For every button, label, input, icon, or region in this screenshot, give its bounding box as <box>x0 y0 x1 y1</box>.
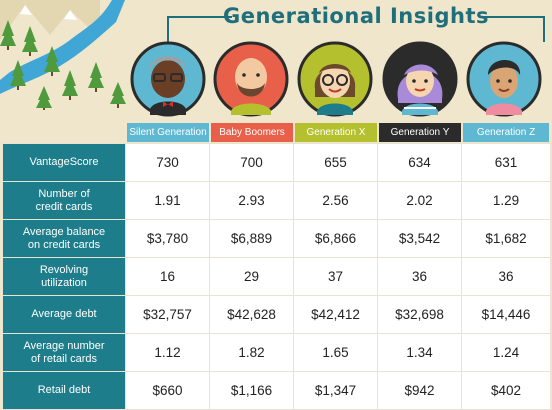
table-row: Average number of retail cards 1.12 1.82 1.6… <box>2 333 551 372</box>
value-cell: $3,542 <box>377 219 462 258</box>
value-cell: $32,757 <box>125 295 210 334</box>
insights-table: VantageScore 730 700 655 634 631 Number of cred… <box>2 143 551 410</box>
value-cell: 2.02 <box>377 181 462 220</box>
value-cell: 36 <box>461 257 551 296</box>
value-cell: $942 <box>377 371 462 410</box>
value-cell: 1.82 <box>209 333 294 372</box>
value-cell: 1.91 <box>125 181 210 220</box>
row-label: Average debt <box>2 295 126 334</box>
table-row: Average balance on credit cards $3,780 $6,8… <box>2 219 551 258</box>
value-cell: 29 <box>209 257 294 296</box>
value-cell: 16 <box>125 257 210 296</box>
value-cell: 1.24 <box>461 333 551 372</box>
generation-z-avatar-icon <box>466 41 542 117</box>
value-cell: $660 <box>125 371 210 410</box>
tab-generation-z: Generation Z <box>463 123 549 142</box>
value-cell: $402 <box>461 371 551 410</box>
table-row: Number of credit cards 1.91 2.93 2.56 2.02 1.2… <box>2 181 551 220</box>
tab-silent-generation: Silent Generation <box>127 123 209 142</box>
value-cell: $14,446 <box>461 295 551 334</box>
value-cell: 634 <box>377 143 462 182</box>
value-cell: 700 <box>209 143 294 182</box>
value-cell: 730 <box>125 143 210 182</box>
river-shape <box>0 0 125 94</box>
table-row: VantageScore 730 700 655 634 631 <box>2 143 551 182</box>
value-cell: 1.65 <box>293 333 378 372</box>
generation-y-avatar-icon <box>382 41 458 117</box>
row-label: Number of credit cards <box>2 181 126 220</box>
value-cell: $1,682 <box>461 219 551 258</box>
value-cell: $42,412 <box>293 295 378 334</box>
value-cell: $32,698 <box>377 295 462 334</box>
baby-boomer-avatar-icon <box>213 41 289 117</box>
table-row: Revolving utilization 16 29 37 36 36 <box>2 257 551 296</box>
tab-generation-x: Generation X <box>295 123 377 142</box>
mountain-icon <box>0 0 100 40</box>
page-title: Generational Insights <box>223 4 489 28</box>
row-label: Retail debt <box>2 371 126 410</box>
tree-icon <box>0 20 126 108</box>
value-cell: 1.34 <box>377 333 462 372</box>
row-label: Average number of retail cards <box>2 333 126 372</box>
value-cell: 37 <box>293 257 378 296</box>
value-cell: 1.29 <box>461 181 551 220</box>
value-cell: 2.93 <box>209 181 294 220</box>
silent-generation-avatar-icon <box>130 41 206 117</box>
row-label: Average balance on credit cards <box>2 219 126 258</box>
tab-generation-y: Generation Y <box>379 123 461 142</box>
value-cell: 36 <box>377 257 462 296</box>
generation-x-avatar-icon <box>297 41 373 117</box>
value-cell: 655 <box>293 143 378 182</box>
value-cell: $6,866 <box>293 219 378 258</box>
landscape-illustration <box>0 0 126 110</box>
value-cell: $1,347 <box>293 371 378 410</box>
row-label: Revolving utilization <box>2 257 126 296</box>
value-cell: $1,166 <box>209 371 294 410</box>
value-cell: 1.12 <box>125 333 210 372</box>
value-cell: $42,628 <box>209 295 294 334</box>
value-cell: $3,780 <box>125 219 210 258</box>
title-area: Generational Insights <box>166 2 546 42</box>
value-cell: $6,889 <box>209 219 294 258</box>
value-cell: 2.56 <box>293 181 378 220</box>
table-row: Retail debt $660 $1,166 $1,347 $942 $402 <box>2 371 551 410</box>
tab-baby-boomers: Baby Boomers <box>211 123 293 142</box>
title-bracket-lines <box>167 16 545 42</box>
value-cell: 631 <box>461 143 551 182</box>
table-row: Average debt $32,757 $42,628 $42,412 $32,698… <box>2 295 551 334</box>
row-label: VantageScore <box>2 143 126 182</box>
